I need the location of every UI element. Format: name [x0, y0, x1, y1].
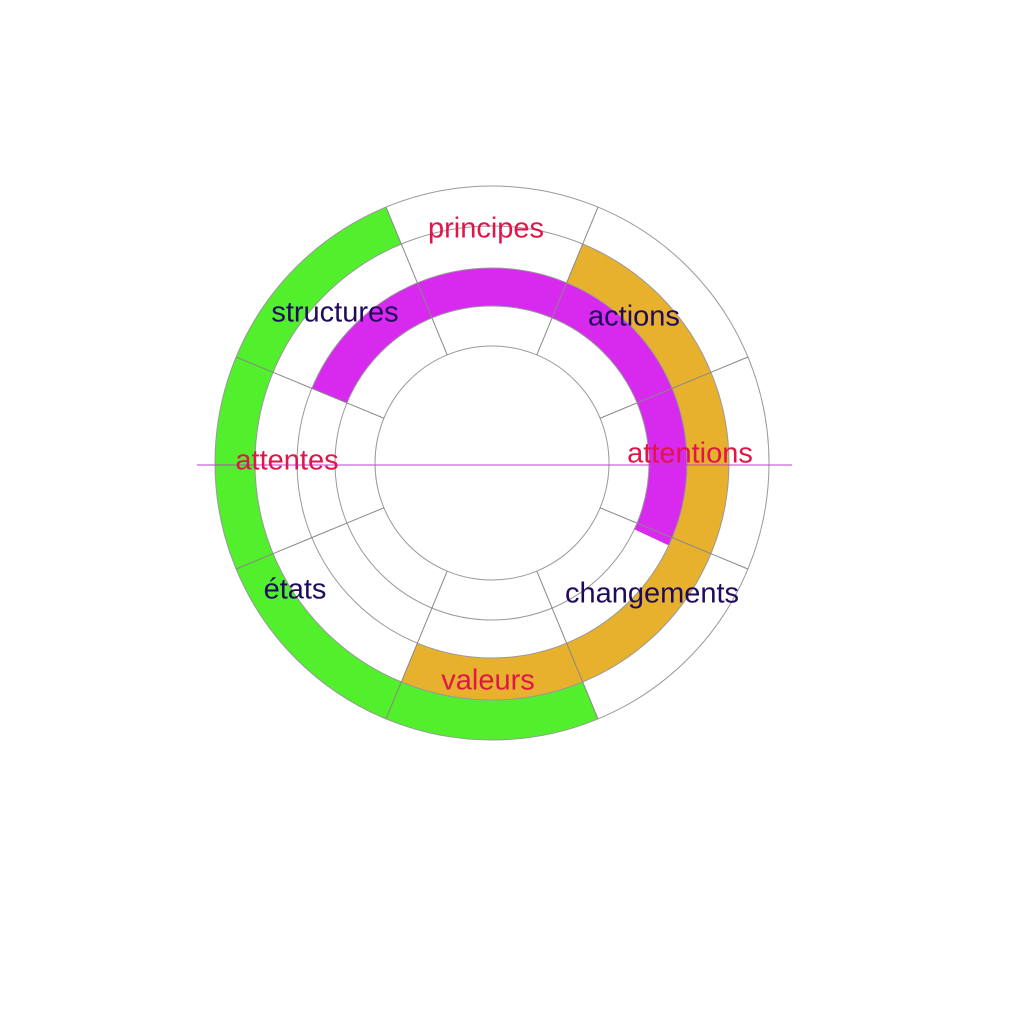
divider — [385, 206, 402, 245]
label: actions — [588, 301, 680, 333]
ring — [374, 345, 610, 581]
divider — [599, 507, 638, 524]
divider — [671, 371, 712, 389]
divider — [710, 356, 749, 373]
divider — [346, 507, 385, 524]
label: attentes — [235, 445, 338, 477]
band-magenta — [311, 268, 687, 546]
divider — [311, 522, 348, 539]
label: structures — [271, 297, 398, 329]
divider — [346, 402, 385, 419]
band-orange — [401, 244, 729, 700]
divider — [671, 537, 712, 555]
ring — [254, 225, 730, 701]
label: valeurs — [441, 665, 535, 697]
divider — [599, 402, 638, 419]
divider — [551, 282, 568, 319]
ring — [214, 185, 770, 741]
label: principes — [428, 213, 544, 245]
label: attentions — [627, 438, 753, 470]
divider — [536, 317, 553, 356]
label: changements — [565, 578, 739, 610]
divider — [311, 387, 348, 404]
rings — [214, 185, 770, 741]
label: états — [264, 574, 327, 606]
divider — [536, 570, 553, 609]
divider — [551, 607, 568, 644]
ring — [334, 305, 650, 621]
divider — [431, 570, 448, 609]
divider — [416, 607, 433, 644]
divider — [582, 206, 599, 245]
divider — [636, 387, 673, 404]
divider — [710, 553, 749, 570]
bands — [215, 207, 729, 740]
divider — [566, 642, 584, 683]
divider — [385, 681, 402, 720]
divider — [235, 356, 274, 373]
divider — [582, 681, 599, 720]
divider — [235, 553, 274, 570]
divider — [636, 522, 673, 539]
divider — [416, 282, 433, 319]
divider — [272, 537, 313, 555]
divider — [431, 317, 448, 356]
ring — [296, 267, 688, 659]
divider — [400, 642, 418, 683]
divider — [566, 243, 584, 284]
divider — [400, 243, 418, 284]
divider — [272, 371, 313, 389]
